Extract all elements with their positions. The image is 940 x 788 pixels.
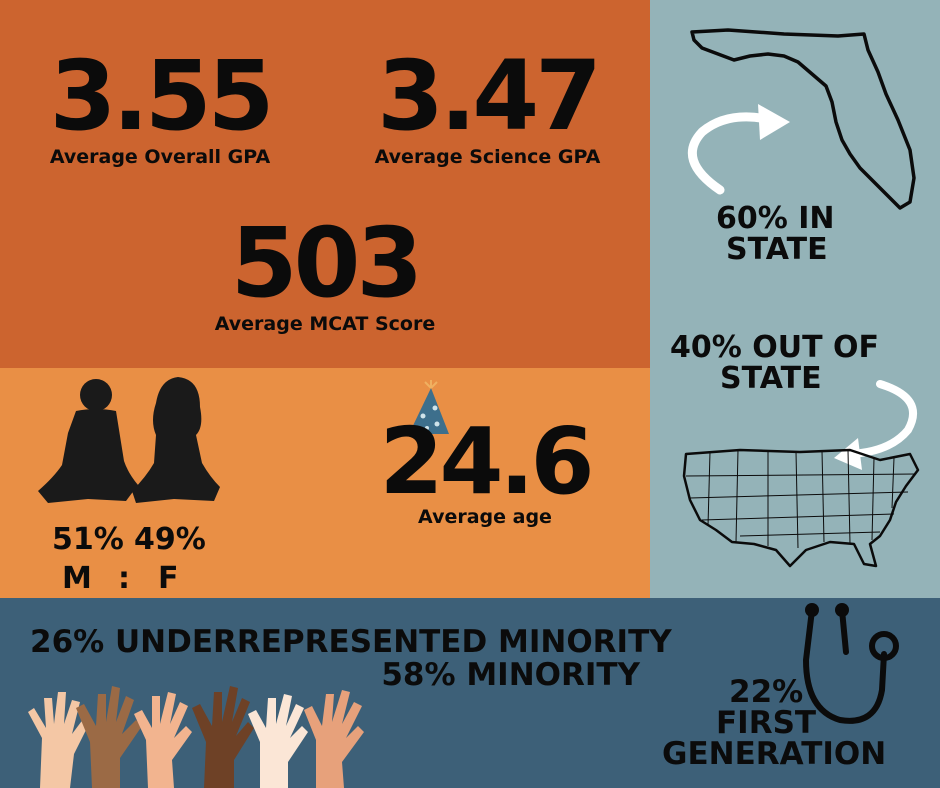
female-percent: 49%	[134, 522, 206, 557]
diversity-panel: 26% UNDERREPRESENTED MINORITY 58% MINORI…	[0, 598, 940, 788]
demographics-panel: 51% 49% M : F 24.6 Average age	[0, 368, 650, 598]
science-gpa-label: Average Science GPA	[374, 146, 601, 168]
minority-line: 58% MINORITY	[381, 657, 640, 693]
first-gen-line2: FIRST	[716, 705, 817, 741]
in-state-line2: STATE	[726, 232, 828, 267]
first-gen-line3: GENERATION	[662, 736, 887, 772]
academic-stats-panel: 3.55 Average Overall GPA 3.47 Average Sc…	[0, 0, 650, 368]
mcat-value: 503	[230, 207, 423, 319]
florida-map-icon	[690, 28, 916, 210]
male-letter: M	[62, 561, 92, 596]
usa-map-icon	[682, 448, 920, 568]
in-state-line1: 60% IN	[716, 201, 835, 236]
urm-line: 26% UNDERREPRESENTED MINORITY	[30, 624, 672, 660]
age-value: 24.6	[379, 408, 595, 515]
mcat-label: Average MCAT Score	[214, 313, 436, 335]
residency-panel: 60% IN STATE 40% OUT OF STATE	[650, 0, 940, 598]
party-hat-icon	[409, 380, 449, 434]
out-state-line1: 40% OUT OF	[670, 330, 880, 365]
male-percent: 51%	[52, 522, 124, 557]
female-letter: F	[158, 561, 179, 596]
age-label: Average age	[418, 506, 552, 528]
overall-gpa-value: 3.55	[49, 40, 275, 152]
first-gen-line1: 22%	[729, 674, 804, 710]
stethoscope-icon	[802, 603, 899, 724]
out-state-line2: STATE	[720, 361, 822, 396]
raised-hands-icon	[28, 686, 364, 788]
curved-arrow-icon	[687, 104, 790, 195]
overall-gpa-label: Average Overall GPA	[49, 146, 271, 168]
ratio-separator: :	[118, 561, 130, 596]
science-gpa-value: 3.47	[377, 40, 602, 152]
people-silhouette-icon	[38, 377, 220, 503]
